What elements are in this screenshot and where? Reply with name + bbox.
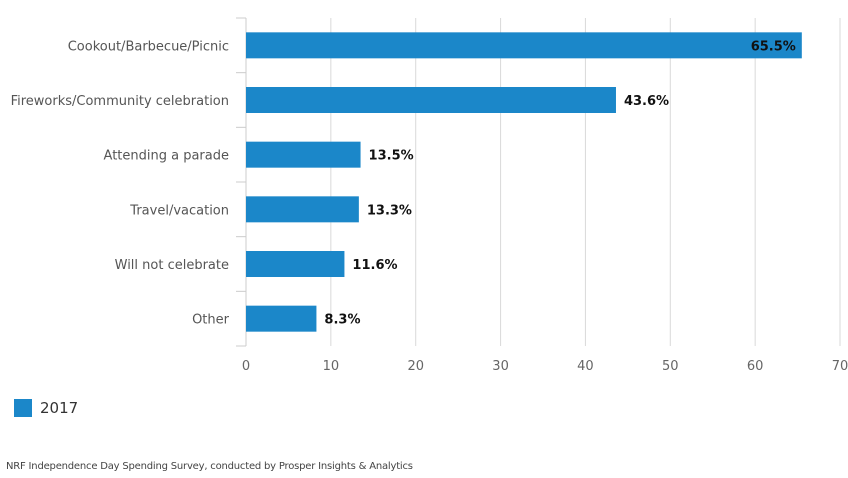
- x-tick-label: 30: [492, 359, 509, 374]
- category-axis: [236, 17, 247, 347]
- category-label: Travel/vacation: [129, 203, 229, 218]
- source-note: NRF Independence Day Spending Survey, co…: [6, 461, 413, 472]
- x-tick-label: 0: [242, 359, 250, 374]
- bar-5: [246, 305, 317, 332]
- category-label: Other: [192, 313, 230, 328]
- x-tick-label: 20: [407, 359, 424, 374]
- data-label: 65.5%: [751, 39, 796, 54]
- bar-chart: 0 10 20 30 40 50 60 70 Cookout/Barbecue/Picnic 65…: [11, 17, 848, 374]
- grid-lines: [245, 18, 841, 346]
- category-label: Fireworks/Community celebration: [11, 94, 229, 109]
- data-label: 8.3%: [324, 313, 360, 328]
- bar-4: [246, 251, 345, 277]
- legend-label: 2017: [40, 399, 79, 417]
- labels: 0 10 20 30 40 50 60 70 Cookout/Barbecue/Picnic 65…: [11, 39, 848, 374]
- legend-swatch: [14, 399, 32, 417]
- category-label: Cookout/Barbecue/Picnic: [68, 39, 229, 54]
- data-label: 13.5%: [369, 149, 414, 164]
- bar-2: [246, 141, 361, 168]
- bar-3: [246, 196, 359, 223]
- x-tick-label: 10: [323, 359, 340, 374]
- data-label: 43.6%: [624, 94, 669, 109]
- legend: 2017: [14, 399, 78, 417]
- x-tick-label: 70: [832, 359, 848, 374]
- x-tick-label: 50: [662, 359, 679, 374]
- data-label: 11.6%: [352, 258, 397, 273]
- bar-1: [246, 87, 616, 113]
- category-label: Will not celebrate: [115, 258, 229, 273]
- x-tick-label: 60: [747, 359, 764, 374]
- x-tick-label: 40: [577, 359, 594, 374]
- bars: [246, 32, 802, 332]
- data-label: 13.3%: [367, 203, 412, 218]
- bar-0: [246, 32, 802, 59]
- category-label: Attending a parade: [104, 149, 229, 164]
